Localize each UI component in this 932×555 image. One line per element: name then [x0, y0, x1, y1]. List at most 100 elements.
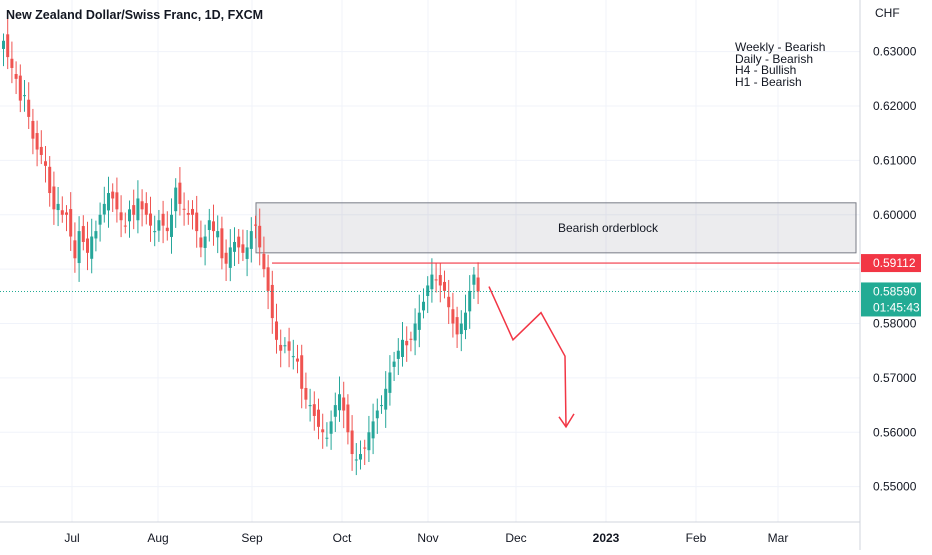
candle[interactable] — [291, 339, 295, 370]
candle-body[interactable] — [81, 226, 85, 242]
candle[interactable] — [186, 200, 190, 225]
candle[interactable] — [308, 388, 312, 422]
candle[interactable] — [111, 183, 115, 213]
candle[interactable] — [107, 176, 110, 228]
candle-body[interactable] — [207, 220, 211, 231]
candle-body[interactable] — [380, 405, 383, 407]
candle-body[interactable] — [266, 267, 270, 291]
candle-body[interactable] — [279, 344, 283, 351]
candle-body[interactable] — [60, 210, 64, 215]
candle[interactable] — [417, 294, 421, 348]
candle-body[interactable] — [191, 208, 194, 215]
candle[interactable] — [283, 337, 287, 354]
candle[interactable] — [359, 440, 362, 470]
candle[interactable] — [455, 306, 459, 348]
candle-body[interactable] — [262, 253, 266, 270]
candle-body[interactable] — [44, 161, 47, 166]
candle-body[interactable] — [224, 252, 228, 264]
candle-body[interactable] — [409, 338, 413, 340]
candle-body[interactable] — [216, 231, 220, 238]
candle[interactable] — [52, 171, 56, 225]
candle-body[interactable] — [447, 296, 451, 308]
candle-body[interactable] — [438, 275, 442, 286]
candle[interactable] — [233, 227, 236, 266]
candle-body[interactable] — [144, 203, 148, 215]
candle-body[interactable] — [203, 236, 207, 248]
candle[interactable] — [430, 258, 434, 303]
candle-body[interactable] — [195, 212, 199, 232]
candle[interactable] — [170, 198, 173, 254]
candle[interactable] — [468, 275, 472, 329]
candle-body[interactable] — [405, 340, 409, 346]
candle[interactable] — [325, 422, 329, 447]
candle[interactable] — [65, 205, 68, 232]
candle[interactable] — [354, 443, 358, 476]
candle[interactable] — [392, 351, 396, 381]
candle[interactable] — [203, 224, 207, 266]
candle[interactable] — [220, 216, 224, 270]
candle-body[interactable] — [254, 224, 257, 226]
candle[interactable] — [2, 33, 5, 67]
candle-body[interactable] — [140, 201, 144, 210]
candle[interactable] — [329, 410, 333, 450]
candle-body[interactable] — [338, 394, 341, 411]
candle[interactable] — [102, 186, 106, 223]
candle[interactable] — [438, 263, 442, 303]
candle-body[interactable] — [94, 231, 98, 239]
candle[interactable] — [363, 439, 367, 466]
candle-body[interactable] — [136, 198, 140, 221]
candle-body[interactable] — [283, 345, 287, 347]
candle-body[interactable] — [472, 274, 476, 285]
candle-body[interactable] — [98, 214, 102, 225]
candle-body[interactable] — [300, 355, 304, 389]
candle-body[interactable] — [422, 301, 425, 311]
candle-body[interactable] — [329, 421, 333, 434]
candle[interactable] — [115, 177, 119, 223]
candle-body[interactable] — [375, 410, 379, 419]
candle-body[interactable] — [220, 228, 224, 259]
candle[interactable] — [90, 218, 94, 274]
candle[interactable] — [119, 195, 123, 238]
candle[interactable] — [401, 321, 404, 367]
candle-body[interactable] — [308, 405, 312, 407]
candle[interactable] — [396, 338, 400, 375]
candle[interactable] — [39, 130, 43, 165]
candle[interactable] — [426, 276, 430, 314]
candle[interactable] — [27, 82, 31, 130]
candle-body[interactable] — [455, 317, 459, 335]
candle-body[interactable] — [451, 309, 455, 324]
candle-body[interactable] — [291, 356, 295, 358]
candle[interactable] — [342, 381, 346, 429]
candle[interactable] — [464, 294, 467, 340]
candle-body[interactable] — [132, 205, 136, 215]
candle[interactable] — [451, 292, 455, 338]
candle-body[interactable] — [2, 40, 5, 49]
candle-body[interactable] — [371, 421, 375, 439]
candle-body[interactable] — [35, 133, 39, 150]
candle[interactable] — [409, 331, 413, 352]
candle[interactable] — [258, 208, 262, 266]
candle-body[interactable] — [212, 221, 215, 232]
candle-body[interactable] — [459, 323, 463, 335]
candle[interactable] — [153, 215, 157, 247]
candle-body[interactable] — [56, 203, 60, 211]
candle-body[interactable] — [107, 193, 110, 211]
candle[interactable] — [44, 145, 47, 183]
candle-body[interactable] — [434, 279, 438, 281]
candle[interactable] — [443, 270, 446, 299]
candle[interactable] — [312, 391, 316, 431]
candle-body[interactable] — [249, 231, 253, 249]
candle[interactable] — [136, 180, 140, 234]
candle-body[interactable] — [464, 312, 467, 331]
candle[interactable] — [317, 398, 320, 440]
candle[interactable] — [388, 355, 392, 406]
candle-body[interactable] — [102, 203, 106, 215]
candle[interactable] — [86, 221, 89, 271]
candle[interactable] — [132, 189, 136, 230]
candle[interactable] — [447, 279, 451, 325]
candle-body[interactable] — [430, 274, 434, 290]
candle[interactable] — [321, 413, 325, 449]
candle[interactable] — [262, 236, 266, 278]
